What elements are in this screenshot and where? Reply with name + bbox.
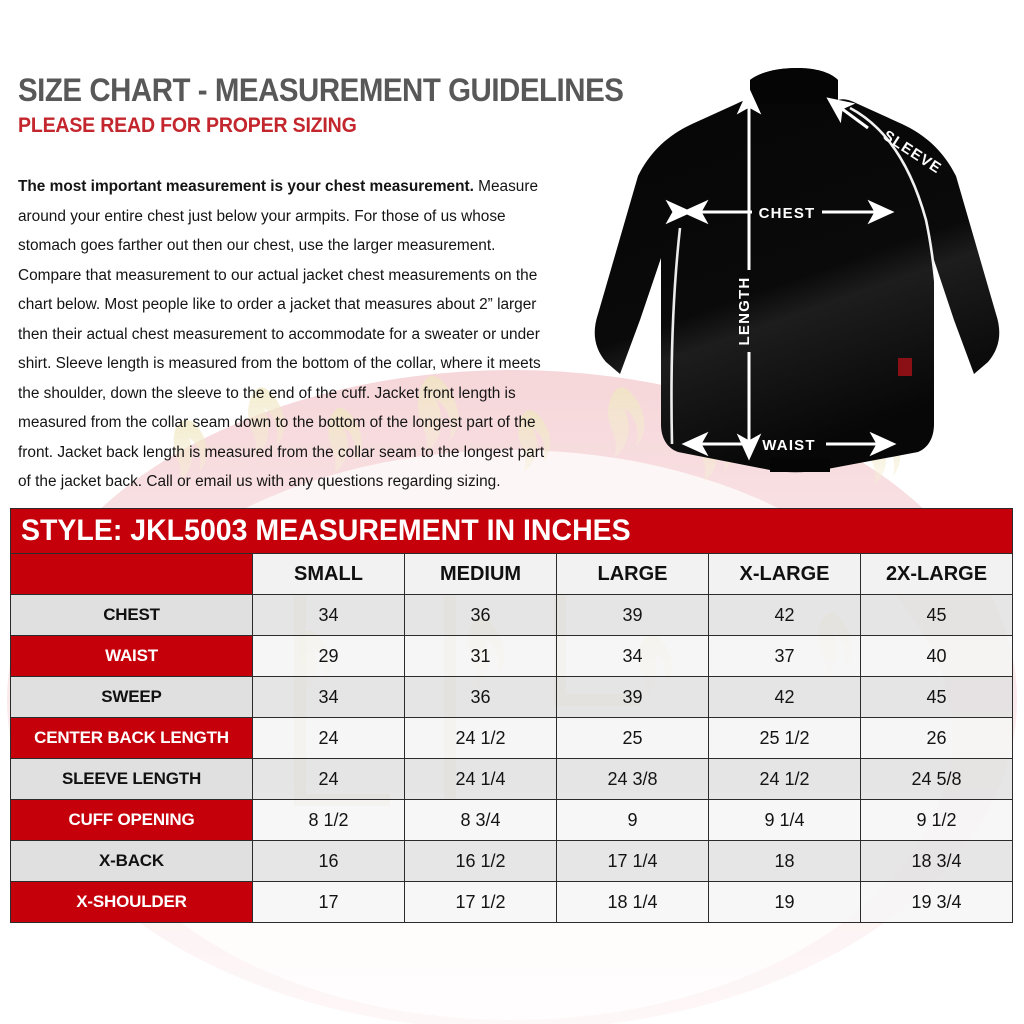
table-row: WAIST 29 31 34 37 40	[10, 635, 1013, 677]
cell-xback-xlarge: 18	[708, 840, 861, 882]
cell-chest-large: 39	[556, 594, 709, 636]
row-label-x-shoulder: X-SHOULDER	[10, 881, 253, 923]
cell-chest-xlarge: 42	[708, 594, 861, 636]
sleeve-measure-arrow	[826, 97, 869, 130]
cell-xshoulder-medium: 17 1/2	[404, 881, 557, 923]
cell-cbl-small: 24	[252, 717, 405, 759]
cell-sweep-medium: 36	[404, 676, 557, 718]
cell-cuff-xlarge: 9 1/4	[708, 799, 861, 841]
table-row: CUFF OPENING 8 1/2 8 3/4 9 9 1/4 9 1/2	[10, 799, 1013, 841]
instructions-body: Measure around your entire chest just be…	[18, 178, 545, 490]
size-chart-table: STYLE: JKL5003 MEASUREMENT IN INCHES SMA…	[10, 508, 1013, 923]
cell-xback-medium: 16 1/2	[404, 840, 557, 882]
cell-waist-medium: 31	[404, 635, 557, 677]
column-header-blank	[10, 553, 253, 595]
cell-sleeve-2xlarge: 24 5/8	[860, 758, 1013, 800]
size-chart-body: CHEST 34 36 39 42 45 WAIST 29 31 34 37 4…	[10, 594, 1013, 923]
jacket-silhouette	[594, 68, 1000, 473]
cell-waist-large: 34	[556, 635, 709, 677]
table-row: X-SHOULDER 17 17 1/2 18 1/4 19 19 3/4	[10, 881, 1013, 923]
size-table-container: STYLE: JKL5003 MEASUREMENT IN INCHES SMA…	[10, 508, 1013, 923]
waist-label: WAIST	[762, 437, 816, 454]
cell-cbl-2xlarge: 26	[860, 717, 1013, 759]
row-label-waist: WAIST	[10, 635, 253, 677]
cell-sweep-2xlarge: 45	[860, 676, 1013, 718]
cell-cbl-xlarge: 25 1/2	[708, 717, 861, 759]
cell-xshoulder-xlarge: 19	[708, 881, 861, 923]
cell-sleeve-medium: 24 1/4	[404, 758, 557, 800]
cell-xshoulder-small: 17	[252, 881, 405, 923]
cell-sleeve-large: 24 3/8	[556, 758, 709, 800]
cell-sleeve-small: 24	[252, 758, 405, 800]
row-label-chest: CHEST	[10, 594, 253, 636]
table-header-row: SMALL MEDIUM LARGE X-LARGE 2X-LARGE	[10, 553, 1013, 595]
cell-waist-xlarge: 37	[708, 635, 861, 677]
cell-xback-small: 16	[252, 840, 405, 882]
row-label-center-back-length: CENTER BACK LENGTH	[10, 717, 253, 759]
table-row: SLEEVE LENGTH 24 24 1/4 24 3/8 24 1/2 24…	[10, 758, 1013, 800]
style-title-text: STYLE: JKL5003 MEASUREMENT IN INCHES	[21, 514, 631, 547]
column-header-large: LARGE	[556, 553, 709, 595]
cell-sweep-xlarge: 42	[708, 676, 861, 718]
cell-xback-large: 17 1/4	[556, 840, 709, 882]
column-header-small: SMALL	[252, 553, 405, 595]
row-label-cuff-opening: CUFF OPENING	[10, 799, 253, 841]
row-label-sleeve-length: SLEEVE LENGTH	[10, 758, 253, 800]
cell-cuff-large: 9	[556, 799, 709, 841]
column-header-x-large: X-LARGE	[708, 553, 861, 595]
chest-label: CHEST	[759, 205, 816, 222]
column-header-medium: MEDIUM	[404, 553, 557, 595]
measurement-instructions: The most important measurement is your c…	[18, 172, 546, 497]
length-label: LENGTH	[736, 277, 753, 346]
cell-sweep-small: 34	[252, 676, 405, 718]
cell-waist-2xlarge: 40	[860, 635, 1013, 677]
cell-cbl-medium: 24 1/2	[404, 717, 557, 759]
jacket-illustration: CHEST LENGTH WAIST SLEEVE	[582, 52, 1012, 488]
table-title-row: STYLE: JKL5003 MEASUREMENT IN INCHES	[10, 508, 1013, 554]
cell-sweep-large: 39	[556, 676, 709, 718]
cell-cbl-large: 25	[556, 717, 709, 759]
row-label-x-back: X-BACK	[10, 840, 253, 882]
table-row: CENTER BACK LENGTH 24 24 1/2 25 25 1/2 2…	[10, 717, 1013, 759]
row-label-sweep: SWEEP	[10, 676, 253, 718]
page-subtitle: PLEASE READ FOR PROPER SIZING	[18, 113, 357, 137]
cell-cuff-2xlarge: 9 1/2	[860, 799, 1013, 841]
cell-chest-2xlarge: 45	[860, 594, 1013, 636]
page-title: SIZE CHART - MEASUREMENT GUIDELINES	[18, 72, 624, 108]
cell-chest-medium: 36	[404, 594, 557, 636]
table-row: X-BACK 16 16 1/2 17 1/4 18 18 3/4	[10, 840, 1013, 882]
cell-cuff-medium: 8 3/4	[404, 799, 557, 841]
column-header-2x-large: 2X-LARGE	[860, 553, 1013, 595]
style-title-bar: STYLE: JKL5003 MEASUREMENT IN INCHES	[10, 508, 1013, 554]
cell-sleeve-xlarge: 24 1/2	[708, 758, 861, 800]
cell-xshoulder-large: 18 1/4	[556, 881, 709, 923]
table-row: SWEEP 34 36 39 42 45	[10, 676, 1013, 718]
instructions-lead: The most important measurement is your c…	[18, 178, 474, 195]
cell-waist-small: 29	[252, 635, 405, 677]
cell-chest-small: 34	[252, 594, 405, 636]
table-row: CHEST 34 36 39 42 45	[10, 594, 1013, 636]
cell-xshoulder-2xlarge: 19 3/4	[860, 881, 1013, 923]
cell-cuff-small: 8 1/2	[252, 799, 405, 841]
cell-xback-2xlarge: 18 3/4	[860, 840, 1013, 882]
header-block: SIZE CHART - MEASUREMENT GUIDELINES PLEA…	[18, 72, 624, 137]
